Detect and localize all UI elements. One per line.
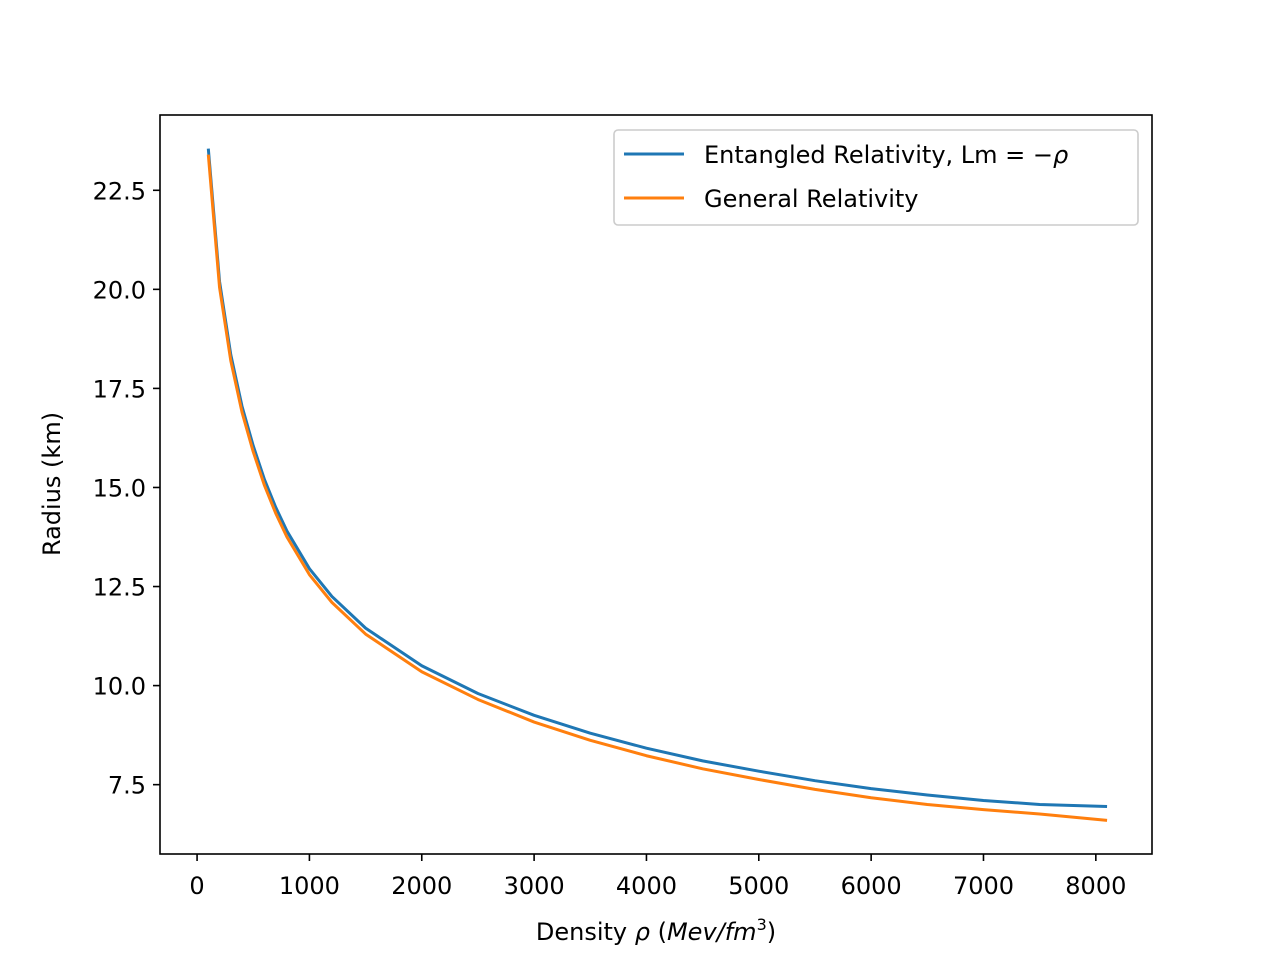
series-layer bbox=[206, 148, 1108, 822]
legend-label-entangled-text: Entangled Relativity, Lm = − bbox=[704, 141, 1053, 169]
x-tick-label: 8000 bbox=[1065, 872, 1126, 900]
y-tick-label: 20.0 bbox=[93, 276, 146, 304]
legend-box bbox=[613, 129, 1139, 226]
legend-label-general: General Relativity bbox=[704, 185, 919, 213]
x-axis-label-unit: Mev/fm bbox=[667, 918, 757, 946]
x-axis-label: Density ρ (Mev/fm3) bbox=[536, 915, 776, 946]
x-tick-label: 1000 bbox=[279, 872, 340, 900]
legend-label-entangled-rho: ρ bbox=[1053, 141, 1068, 169]
x-tick-label: 0 bbox=[189, 872, 204, 900]
x-axis-label-exponent: 3 bbox=[757, 915, 767, 934]
legend-label-entangled: Entangled Relativity, Lm = −ρ bbox=[704, 141, 1068, 169]
x-tick-label: 4000 bbox=[616, 872, 677, 900]
y-tick-label: 10.0 bbox=[93, 673, 146, 701]
y-tick-label: 7.5 bbox=[108, 772, 146, 800]
y-tick-label: 15.0 bbox=[93, 474, 146, 502]
series-line-entangled-relativity bbox=[206, 148, 1108, 808]
x-axis-label-open: ( bbox=[650, 918, 667, 946]
x-tick-label: 3000 bbox=[504, 872, 565, 900]
y-axis-label: Radius (km) bbox=[38, 412, 66, 556]
y-tick-label: 12.5 bbox=[93, 574, 146, 602]
x-axis-label-prefix: Density bbox=[536, 918, 635, 946]
series-line-general-relativity bbox=[206, 154, 1108, 822]
plot-frame bbox=[159, 114, 1153, 855]
x-tick-label: 6000 bbox=[841, 872, 902, 900]
x-axis-label-rho: ρ bbox=[635, 918, 650, 946]
x-tick-label: 5000 bbox=[728, 872, 789, 900]
legend: Entangled Relativity, Lm = −ρ General Re… bbox=[613, 129, 1139, 226]
x-axis-label-close: ) bbox=[767, 918, 776, 946]
y-axis: 7.5 10.0 12.5 15.0 17.5 20.0 22.5 bbox=[93, 177, 160, 800]
y-tick-label: 17.5 bbox=[93, 375, 146, 403]
x-tick-label: 7000 bbox=[953, 872, 1014, 900]
y-tick-label: 22.5 bbox=[93, 177, 146, 205]
x-tick-label: 2000 bbox=[391, 872, 452, 900]
x-axis: 0 1000 2000 3000 4000 5000 6000 7000 8000 bbox=[189, 854, 1126, 900]
